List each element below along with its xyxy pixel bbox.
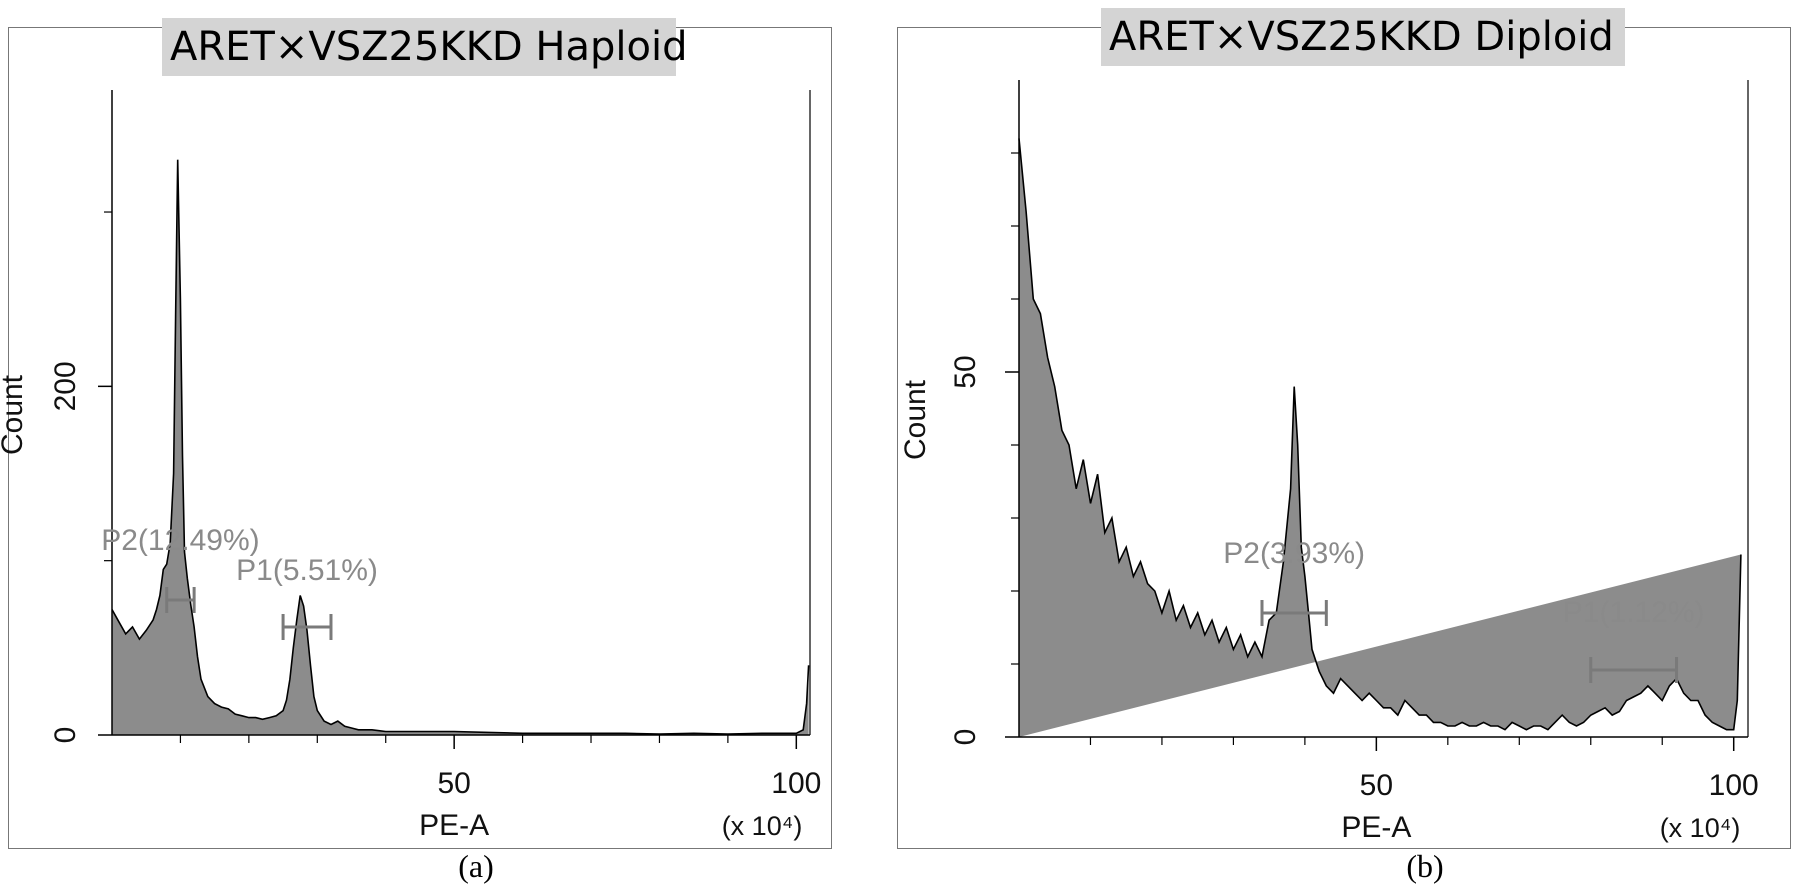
x-tick-label-a-50: 50 [437, 767, 470, 800]
histogram-outline-b [1018, 138, 1742, 731]
y-axis-title-b: Count [899, 379, 932, 460]
y-tick-label-a-0: 0 [49, 727, 82, 744]
y-tick-label-a-200: 200 [49, 361, 82, 411]
histogram-fill-b [1019, 138, 1741, 737]
x-axis-unit-b: (x 10⁴) [1660, 813, 1741, 843]
y-tick-label-b-50: 50 [949, 355, 982, 388]
gate-label-a-1: P1(5.51%) [236, 554, 378, 587]
histogram-outline-a [111, 159, 810, 735]
panel-b-title: ARET×VSZ25KKD Diploid [1101, 8, 1625, 66]
panel-b-caption: (b) [1406, 848, 1444, 884]
gate-label-b-1: P1(1.12%) [1563, 596, 1705, 629]
x-tick-label-a-100: 100 [771, 767, 821, 800]
y-tick-label-b-0: 0 [949, 729, 982, 746]
histogram-panel-b: 50 100 0 50 PE-A (x 10⁴) Count P2(3.93%) P1(1.12… [899, 80, 1759, 844]
y-axis-title-a: Count [0, 374, 29, 455]
x-tick-label-b-50: 50 [1360, 769, 1393, 802]
gate-label-b-0: P2(3.93%) [1223, 537, 1365, 570]
panel-a-title: ARET×VSZ25KKD Haploid [162, 18, 687, 76]
gate-label-a-0: P2(12.49%) [101, 524, 259, 557]
x-axis-title-b: PE-A [1341, 811, 1411, 844]
histogram-fill-a [112, 159, 809, 735]
x-axis-title-a: PE-A [419, 809, 489, 842]
x-tick-label-b-100: 100 [1709, 769, 1759, 802]
panel-a-caption: (a) [458, 848, 494, 884]
histogram-panel-a: 50 100 0 200 PE-A (x 10⁴) Count P2(12.49%)P1(5.… [0, 90, 821, 842]
x-axis-unit-a: (x 10⁴) [722, 811, 803, 841]
